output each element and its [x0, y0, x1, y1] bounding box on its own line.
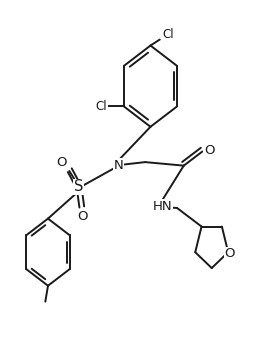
Text: O: O: [77, 210, 87, 223]
Text: Cl: Cl: [95, 100, 107, 113]
Text: HN: HN: [153, 200, 172, 213]
Text: O: O: [204, 144, 214, 157]
Text: O: O: [56, 156, 66, 169]
Text: S: S: [74, 179, 83, 194]
Text: Cl: Cl: [162, 28, 174, 41]
Text: O: O: [224, 247, 235, 261]
Text: N: N: [114, 159, 123, 172]
